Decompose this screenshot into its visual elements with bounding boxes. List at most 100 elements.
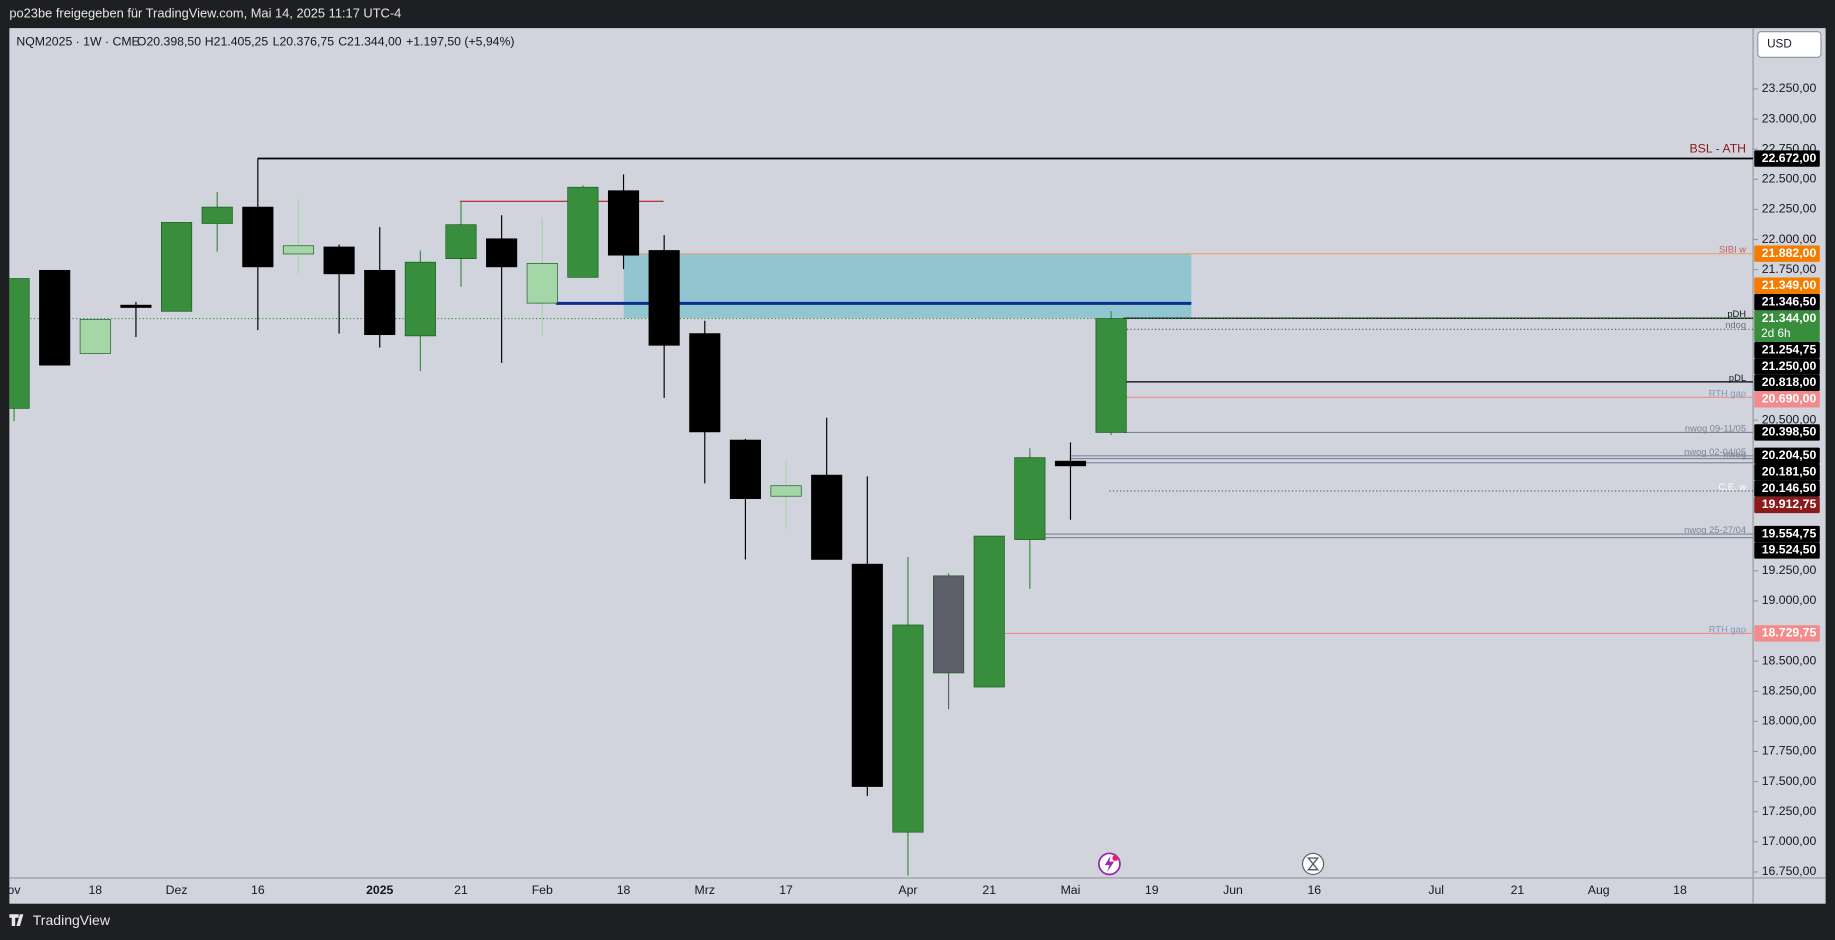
level-note: nwog 02-04/05 — [1684, 447, 1746, 457]
candle-body — [811, 474, 843, 560]
candle-body — [201, 206, 233, 224]
price-label-bg — [1754, 341, 1820, 359]
price-label-bg — [1754, 542, 1820, 559]
x-tick-label: 17 — [779, 883, 793, 897]
candle-body — [486, 238, 518, 268]
y-tick-label: 18.000,00 — [1762, 714, 1817, 728]
candle-body — [689, 333, 721, 433]
price-label-bg — [1754, 374, 1820, 392]
price-label: 21.349,00 — [1762, 278, 1817, 292]
currency-button[interactable] — [1757, 31, 1822, 58]
price-label-bg — [1754, 391, 1820, 408]
y-tick-label: 19.250,00 — [1762, 563, 1817, 577]
candle-body — [404, 261, 436, 337]
x-tick-label: Jul — [1428, 883, 1444, 897]
price-label-bg — [1754, 293, 1820, 311]
x-tick-label: 2025 — [366, 883, 393, 897]
x-tick-label: 16 — [251, 883, 265, 897]
level-note: pDL — [1729, 373, 1746, 383]
price-label: 21.882,00 — [1762, 246, 1817, 260]
level-note: pDH — [1727, 309, 1746, 319]
x-tick-label: 21 — [982, 883, 996, 897]
y-tick-label: 22.000,00 — [1762, 232, 1817, 246]
price-label-bg — [1754, 245, 1820, 262]
x-tick-label: Mrz — [695, 883, 715, 897]
candle-body — [79, 319, 111, 354]
level-note: RTH gap — [1709, 388, 1746, 398]
candle-body — [242, 206, 274, 268]
price-label-bg — [1754, 424, 1820, 441]
x-tick-label: 18 — [88, 883, 102, 897]
x-tick-label: Jun — [1223, 883, 1243, 897]
candle-body — [892, 624, 924, 833]
x-tick-label: 19 — [1145, 883, 1159, 897]
candle-body — [973, 535, 1005, 688]
level-note: nwog 09-11/05 — [1685, 423, 1746, 433]
price-label: 20.181,50 — [1762, 464, 1817, 478]
candle-body — [39, 269, 71, 366]
event-icon-dot — [1112, 855, 1119, 861]
candle-body — [323, 246, 355, 275]
candle-body — [1014, 457, 1046, 540]
fvg-zone — [623, 253, 1192, 318]
level-note: C.E. w — [1719, 482, 1747, 492]
price-label-bg — [1754, 625, 1820, 642]
level-note: RTH gap — [1709, 624, 1746, 634]
event-icon-glyph — [1104, 855, 1115, 873]
candle-body — [851, 563, 883, 787]
y-tick-label: 18.250,00 — [1762, 683, 1817, 697]
y-tick-label: 19.000,00 — [1762, 593, 1817, 607]
candle-body — [282, 245, 315, 255]
brand-name: TradingView — [33, 912, 111, 928]
y-tick-label: 22.500,00 — [1762, 172, 1817, 186]
price-label-bg — [1754, 463, 1820, 481]
x-tick-label: 16 — [1307, 883, 1321, 897]
y-tick-label: 23.000,00 — [1762, 111, 1817, 125]
candle-body — [1095, 318, 1127, 433]
y-tick-label: 17.000,00 — [1762, 834, 1817, 848]
y-tick-label: 17.750,00 — [1762, 744, 1817, 758]
candle-body — [648, 250, 680, 346]
candle-body — [933, 575, 965, 674]
ohlc-change: +1.197,50 (+5,94%) — [406, 34, 514, 48]
price-label: 21.250,00 — [1762, 359, 1817, 373]
price-label-bg — [1754, 277, 1820, 294]
price-label-bg — [1754, 525, 1820, 543]
price-label: 19.912,75 — [1762, 497, 1817, 511]
price-label: 19.554,75 — [1762, 526, 1817, 540]
currency-label[interactable]: USD — [1767, 38, 1792, 51]
candle-body — [729, 439, 761, 499]
y-tick-label: 22.250,00 — [1762, 202, 1817, 216]
price-label: 21.346,50 — [1762, 294, 1817, 308]
y-tick-label: 23.250,00 — [1762, 81, 1817, 95]
candle-body — [526, 263, 558, 304]
price-label: 22.672,00 — [1762, 151, 1817, 165]
price-label: 21.254,75 — [1762, 342, 1817, 356]
level-note: nwog 25-27/04 — [1684, 525, 1746, 535]
x-tick-label: 18 — [1673, 883, 1687, 897]
brand-logo — [9, 914, 24, 926]
y-tick-label: 17.250,00 — [1762, 804, 1817, 818]
y-tick-label: 17.500,00 — [1762, 774, 1817, 788]
session-icon-glyph — [1306, 857, 1320, 871]
price-label-bg — [1754, 496, 1820, 514]
x-tick-label: Apr — [898, 883, 917, 897]
level-note: SIBI w — [1719, 245, 1746, 255]
price-label: 20.690,00 — [1762, 392, 1817, 406]
x-tick-label: Mai — [1061, 883, 1081, 897]
price-label-bg — [1754, 480, 1820, 497]
price-label: 18.729,75 — [1762, 626, 1817, 640]
overlay: 16.750,00 17.000,00 17.250,00 17.500,00 17.7… — [8, 81, 1820, 897]
y-tick-label: 16.750,00 — [1762, 864, 1817, 878]
x-tick-label: 18 — [617, 883, 631, 897]
candle-body — [770, 485, 802, 497]
price-label-bg — [1754, 358, 1820, 375]
countdown: 2d 6h — [1761, 327, 1790, 340]
level-note: nwog — [1724, 450, 1746, 460]
ohlc-open: O20.398,50 — [137, 34, 201, 48]
ohlc-low: L20.376,75 — [273, 34, 335, 48]
candle-body — [120, 304, 152, 308]
ohlc-close: C21.344,00 — [338, 34, 402, 48]
